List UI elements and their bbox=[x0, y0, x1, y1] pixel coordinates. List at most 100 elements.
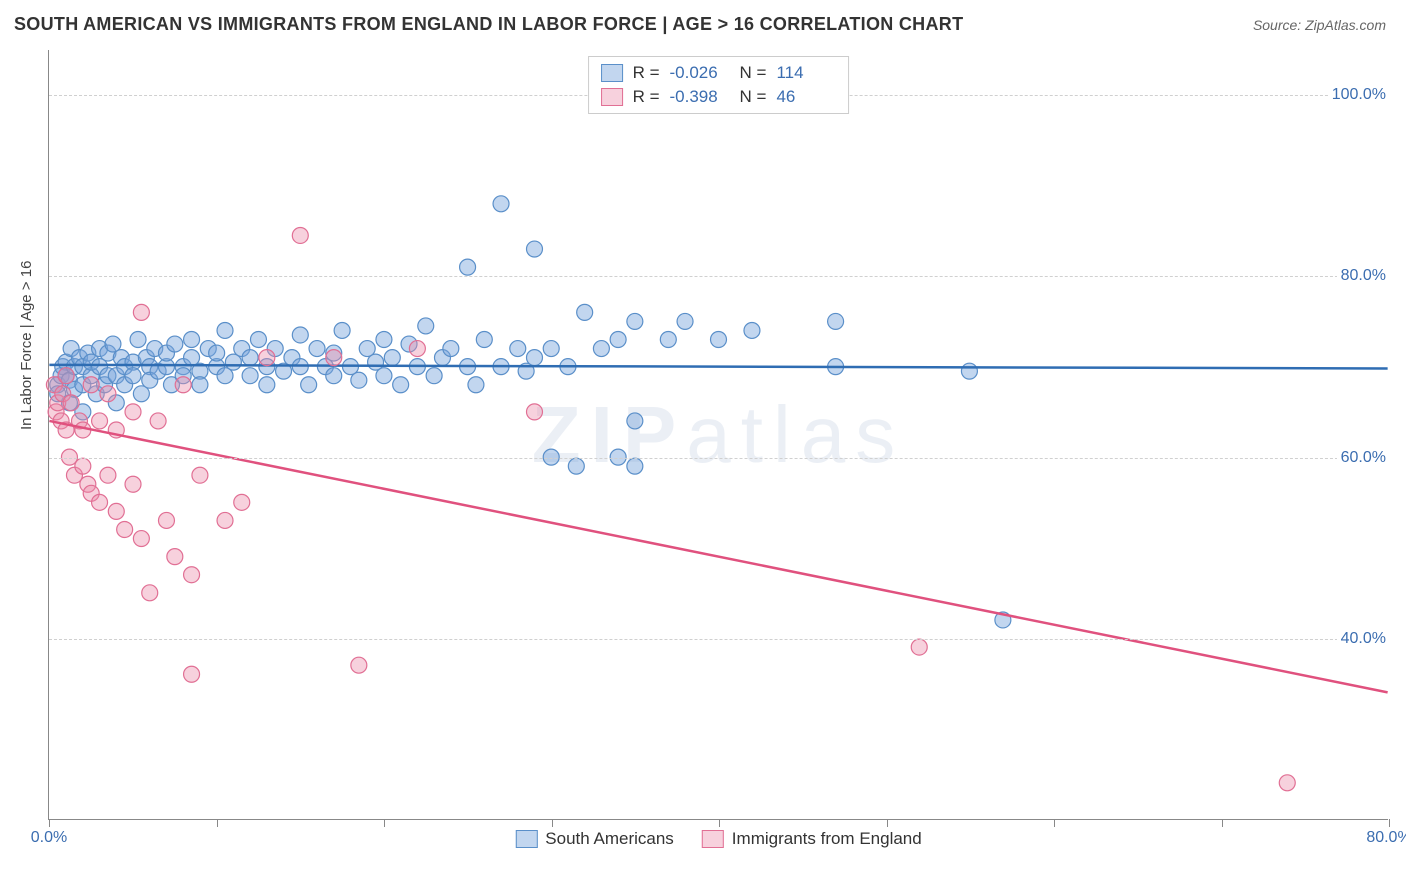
data-point bbox=[593, 341, 609, 357]
data-point bbox=[150, 413, 166, 429]
x-tick bbox=[552, 819, 553, 827]
data-point bbox=[326, 350, 342, 366]
data-point bbox=[526, 350, 542, 366]
series-label-b: Immigrants from England bbox=[732, 829, 922, 849]
series-legend: South Americans Immigrants from England bbox=[515, 829, 921, 849]
n-label: N = bbox=[740, 87, 767, 107]
data-point bbox=[677, 313, 693, 329]
data-point bbox=[158, 512, 174, 528]
data-point bbox=[610, 332, 626, 348]
data-point bbox=[426, 368, 442, 384]
data-point bbox=[961, 363, 977, 379]
data-point bbox=[526, 241, 542, 257]
data-point bbox=[184, 666, 200, 682]
data-point bbox=[301, 377, 317, 393]
y-tick-label: 40.0% bbox=[1337, 630, 1390, 648]
data-point bbox=[133, 531, 149, 547]
data-point bbox=[828, 313, 844, 329]
n-value-b: 46 bbox=[776, 87, 836, 107]
data-point bbox=[627, 413, 643, 429]
x-tick bbox=[1222, 819, 1223, 827]
data-point bbox=[234, 494, 250, 510]
data-point bbox=[568, 458, 584, 474]
data-point bbox=[526, 404, 542, 420]
data-point bbox=[92, 494, 108, 510]
data-point bbox=[292, 327, 308, 343]
legend-row: R = -0.026 N = 114 bbox=[601, 61, 837, 85]
swatch-series-a bbox=[515, 830, 537, 848]
data-point bbox=[130, 332, 146, 348]
data-point bbox=[209, 345, 225, 361]
y-tick-label: 100.0% bbox=[1328, 86, 1390, 104]
data-point bbox=[175, 377, 191, 393]
data-point bbox=[63, 395, 79, 411]
data-point bbox=[460, 259, 476, 275]
data-point bbox=[100, 386, 116, 402]
data-point bbox=[217, 322, 233, 338]
legend-item: Immigrants from England bbox=[702, 829, 922, 849]
data-point bbox=[167, 549, 183, 565]
x-tick bbox=[1389, 819, 1390, 827]
data-point bbox=[443, 341, 459, 357]
source-attribution: Source: ZipAtlas.com bbox=[1253, 17, 1386, 33]
y-axis-label: In Labor Force | Age > 16 bbox=[18, 261, 35, 430]
chart-title: SOUTH AMERICAN VS IMMIGRANTS FROM ENGLAN… bbox=[14, 14, 963, 35]
gridline bbox=[49, 639, 1388, 640]
data-point bbox=[510, 341, 526, 357]
data-point bbox=[351, 657, 367, 673]
data-point bbox=[192, 377, 208, 393]
x-tick-label: 0.0% bbox=[31, 829, 67, 847]
data-point bbox=[418, 318, 434, 334]
data-point bbox=[58, 368, 74, 384]
data-point bbox=[250, 332, 266, 348]
data-point bbox=[543, 341, 559, 357]
r-value-a: -0.026 bbox=[670, 63, 730, 83]
correlation-legend: R = -0.026 N = 114 R = -0.398 N = 46 bbox=[588, 56, 850, 114]
data-point bbox=[167, 336, 183, 352]
r-label: R = bbox=[633, 87, 660, 107]
x-tick bbox=[49, 819, 50, 827]
data-point bbox=[660, 332, 676, 348]
data-point bbox=[577, 304, 593, 320]
r-label: R = bbox=[633, 63, 660, 83]
series-label-a: South Americans bbox=[545, 829, 674, 849]
data-point bbox=[125, 404, 141, 420]
data-point bbox=[292, 227, 308, 243]
data-point bbox=[242, 368, 258, 384]
data-point bbox=[409, 341, 425, 357]
swatch-series-b bbox=[702, 830, 724, 848]
data-point bbox=[384, 350, 400, 366]
data-point bbox=[309, 341, 325, 357]
gridline bbox=[49, 458, 1388, 459]
data-point bbox=[75, 458, 91, 474]
x-tick bbox=[217, 819, 218, 827]
n-value-a: 114 bbox=[776, 63, 836, 83]
x-tick-label: 80.0% bbox=[1366, 829, 1406, 847]
data-point bbox=[192, 467, 208, 483]
data-point bbox=[117, 522, 133, 538]
data-point bbox=[83, 377, 99, 393]
r-value-b: -0.398 bbox=[670, 87, 730, 107]
data-point bbox=[92, 413, 108, 429]
y-tick-label: 80.0% bbox=[1337, 267, 1390, 285]
legend-row: R = -0.398 N = 46 bbox=[601, 85, 837, 109]
data-point bbox=[133, 304, 149, 320]
x-tick bbox=[719, 819, 720, 827]
data-point bbox=[125, 368, 141, 384]
data-point bbox=[911, 639, 927, 655]
data-point bbox=[242, 350, 258, 366]
data-point bbox=[744, 322, 760, 338]
chart-plot-area: ZIPatlas R = -0.026 N = 114 R = -0.398 N… bbox=[48, 50, 1388, 820]
legend-item: South Americans bbox=[515, 829, 674, 849]
data-point bbox=[326, 368, 342, 384]
data-point bbox=[351, 372, 367, 388]
data-point bbox=[125, 476, 141, 492]
data-point bbox=[184, 567, 200, 583]
data-point bbox=[184, 332, 200, 348]
data-point bbox=[627, 458, 643, 474]
x-tick bbox=[384, 819, 385, 827]
data-point bbox=[259, 377, 275, 393]
data-point bbox=[393, 377, 409, 393]
data-point bbox=[259, 350, 275, 366]
gridline bbox=[49, 276, 1388, 277]
